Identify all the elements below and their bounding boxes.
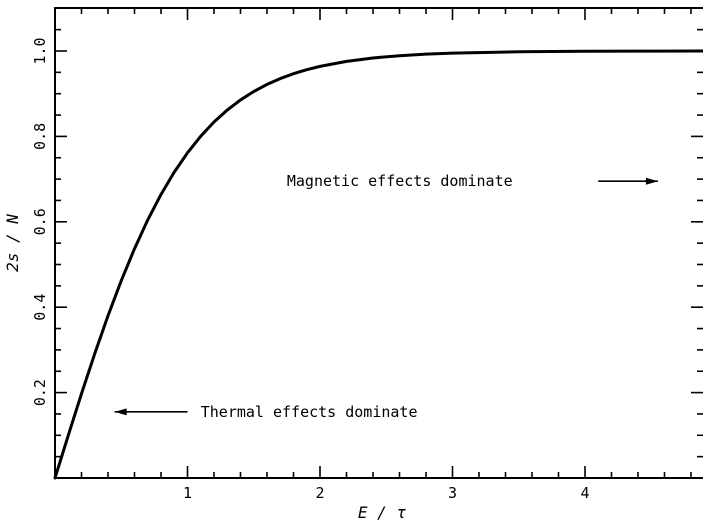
tick-labels: 1 2 3 4 0.2 0.4 0.6 0.8 1.0 [31, 37, 590, 502]
y-tick-label: 0.8 [31, 123, 49, 150]
y-axis-label: 2s / N [3, 214, 22, 272]
series-line [53, 49, 703, 480]
y-tick-label: 0.6 [31, 208, 49, 235]
y-tick-label: 0.4 [31, 294, 49, 321]
x-tick-label: 2 [315, 484, 324, 502]
plot-frame [54, 7, 703, 479]
x-tick-label: 1 [183, 484, 192, 502]
annotation-thermal-text: Thermal effects dominate [201, 403, 418, 421]
y-tick-label: 0.2 [31, 379, 49, 406]
annotation-thermal-arrow-head [114, 408, 127, 416]
annotations: Magnetic effects dominate Thermal effects… [114, 172, 658, 421]
annotation-magnetic-arrow-head [645, 177, 658, 185]
x-tick-label: 3 [448, 484, 457, 502]
y-tick-label: 1.0 [31, 37, 49, 64]
annotation-magnetic-text: Magnetic effects dominate [287, 172, 513, 190]
x-axis-label: E / τ [358, 503, 407, 521]
x-tick-label: 4 [580, 484, 589, 502]
